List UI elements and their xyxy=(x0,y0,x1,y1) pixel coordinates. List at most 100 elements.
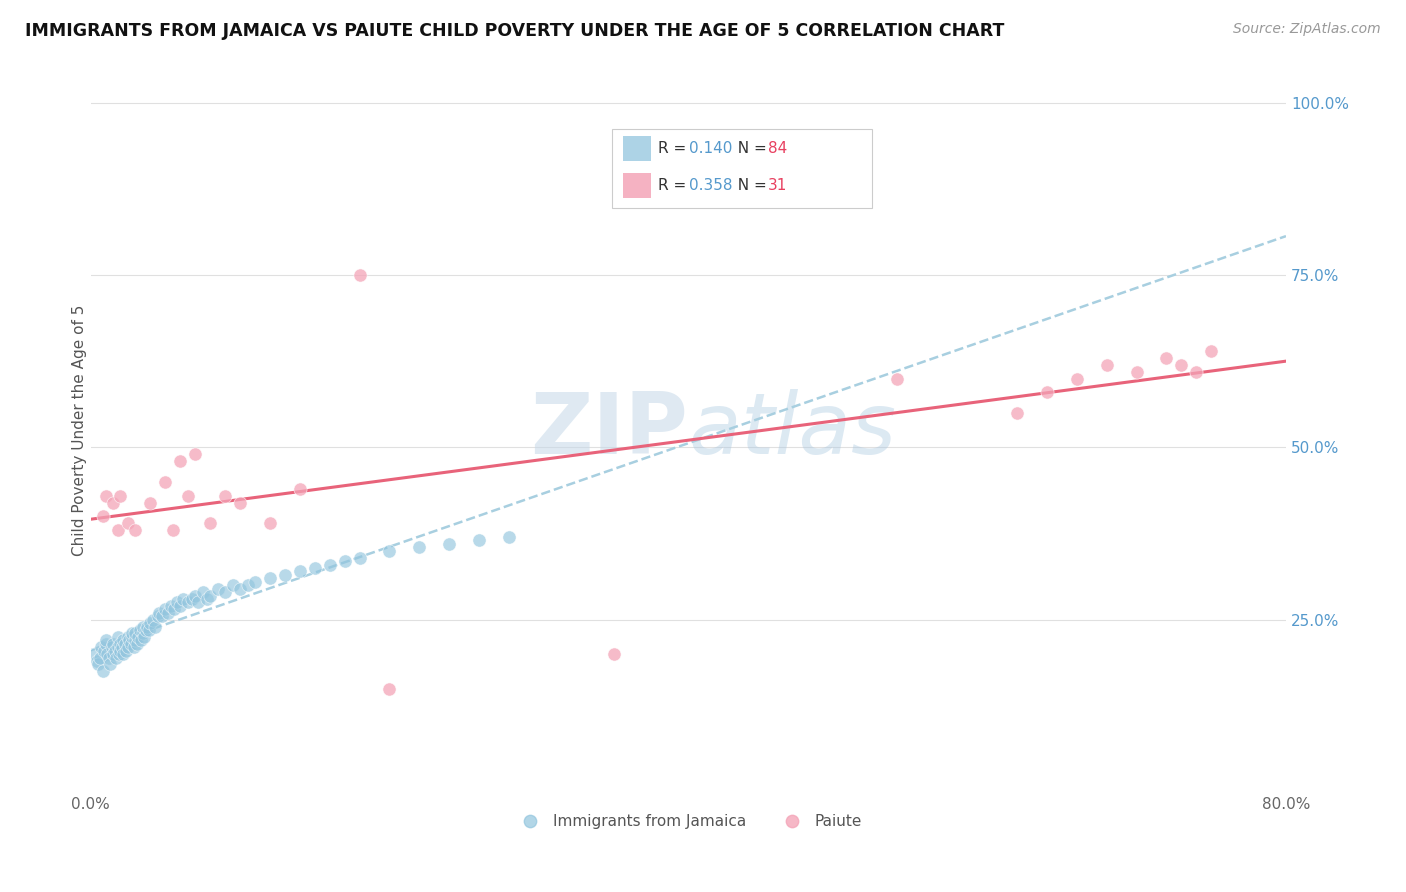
Point xyxy=(439,537,461,551)
Text: Source: ZipAtlas.com: Source: ZipAtlas.com xyxy=(1233,22,1381,37)
Point xyxy=(886,371,908,385)
Point xyxy=(90,640,112,655)
Point xyxy=(107,523,129,537)
Point xyxy=(121,626,143,640)
Point xyxy=(162,523,184,537)
Point xyxy=(1185,365,1208,379)
Point xyxy=(125,637,148,651)
Point xyxy=(408,541,430,555)
Point xyxy=(93,644,115,658)
Point xyxy=(259,516,281,531)
Point xyxy=(131,633,153,648)
Point xyxy=(91,665,114,679)
Point xyxy=(155,475,177,489)
Point xyxy=(169,599,191,613)
Point xyxy=(160,599,183,613)
Point xyxy=(207,582,229,596)
Point xyxy=(139,616,162,631)
Point xyxy=(198,516,221,531)
Point xyxy=(148,606,170,620)
Point xyxy=(1170,358,1192,372)
Point xyxy=(378,681,401,696)
Point xyxy=(101,647,124,661)
Point xyxy=(124,633,146,648)
Point xyxy=(259,571,281,585)
Point xyxy=(304,561,326,575)
Point xyxy=(129,623,152,637)
Point xyxy=(172,592,194,607)
Point xyxy=(124,626,146,640)
Point xyxy=(198,589,221,603)
Point xyxy=(134,630,156,644)
Point xyxy=(1156,351,1178,365)
Legend: Immigrants from Jamaica, Paiute: Immigrants from Jamaica, Paiute xyxy=(509,808,868,835)
Point xyxy=(333,554,356,568)
Point xyxy=(139,495,162,509)
Point xyxy=(138,623,160,637)
Point xyxy=(236,578,259,592)
Point xyxy=(89,650,111,665)
Point xyxy=(288,565,311,579)
Point xyxy=(187,595,209,609)
Point xyxy=(1066,371,1088,385)
Point xyxy=(111,640,134,655)
Point xyxy=(101,495,124,509)
Text: 31: 31 xyxy=(768,178,787,193)
Point xyxy=(191,585,214,599)
Text: ZIP: ZIP xyxy=(530,389,689,472)
Point xyxy=(214,489,236,503)
Text: 84: 84 xyxy=(768,142,787,156)
Point xyxy=(155,602,177,616)
Y-axis label: Child Poverty Under the Age of 5: Child Poverty Under the Age of 5 xyxy=(72,304,87,556)
Point xyxy=(1005,406,1028,420)
Point xyxy=(143,619,166,633)
Point xyxy=(108,647,131,661)
Point xyxy=(110,637,132,651)
Point xyxy=(349,268,371,283)
Point xyxy=(136,619,159,633)
Point xyxy=(177,595,200,609)
Point xyxy=(181,592,204,607)
Point xyxy=(97,650,120,665)
Text: R =: R = xyxy=(658,178,692,193)
Point xyxy=(86,654,108,668)
Point xyxy=(150,609,173,624)
Point xyxy=(288,482,311,496)
Point xyxy=(184,447,207,461)
Point xyxy=(602,647,624,661)
Point xyxy=(117,630,139,644)
Point xyxy=(163,602,186,616)
Point xyxy=(146,609,169,624)
Point xyxy=(112,647,135,661)
Point xyxy=(1199,344,1222,359)
Point xyxy=(94,489,117,503)
Point xyxy=(132,626,155,640)
Point xyxy=(1125,365,1147,379)
Text: IMMIGRANTS FROM JAMAICA VS PAIUTE CHILD POVERTY UNDER THE AGE OF 5 CORRELATION C: IMMIGRANTS FROM JAMAICA VS PAIUTE CHILD … xyxy=(25,22,1005,40)
Point xyxy=(157,606,180,620)
Point xyxy=(84,647,107,661)
Point xyxy=(103,644,125,658)
Point xyxy=(1036,385,1059,400)
Point xyxy=(229,495,252,509)
Point xyxy=(118,633,141,648)
Point xyxy=(142,613,165,627)
Point xyxy=(107,640,129,655)
Point xyxy=(1095,358,1118,372)
Point xyxy=(243,574,266,589)
Point xyxy=(120,637,142,651)
Text: R =: R = xyxy=(658,142,692,156)
Point xyxy=(110,489,132,503)
Point xyxy=(87,657,110,672)
Point xyxy=(135,623,157,637)
Point xyxy=(166,595,188,609)
Text: N =: N = xyxy=(728,142,772,156)
Point xyxy=(105,650,128,665)
Point xyxy=(94,637,117,651)
Point xyxy=(221,578,243,592)
Text: 0.140: 0.140 xyxy=(689,142,733,156)
Point xyxy=(349,550,371,565)
Point xyxy=(378,544,401,558)
Point xyxy=(132,619,155,633)
Point xyxy=(318,558,340,572)
